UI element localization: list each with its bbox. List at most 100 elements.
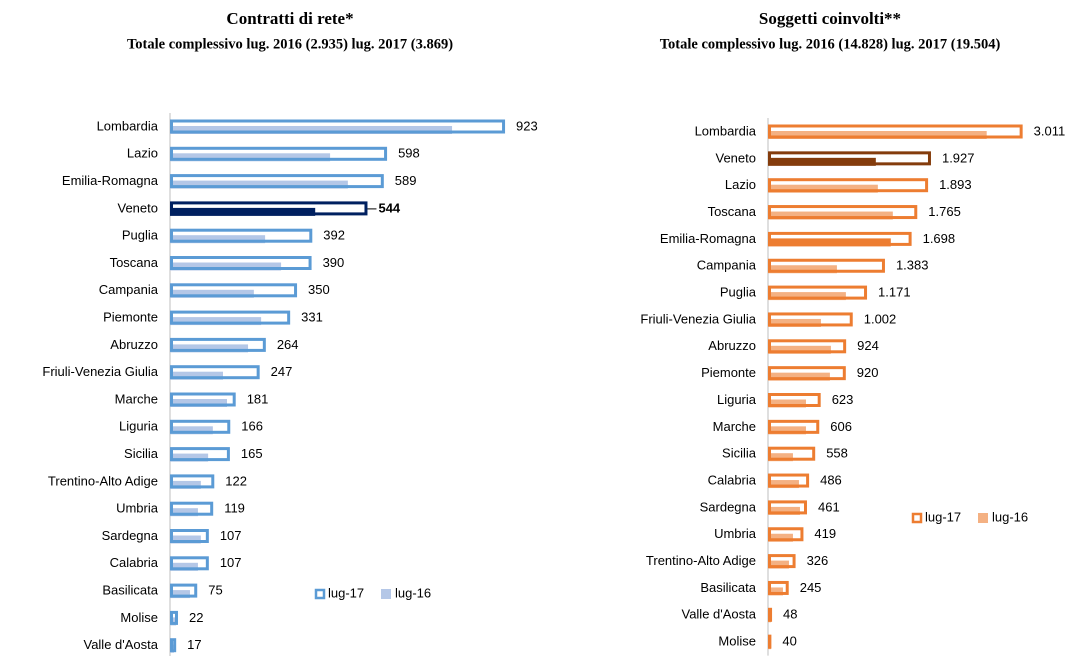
category-label: Veneto [716, 150, 757, 165]
bar-lug-17 [768, 607, 773, 622]
bar-lug-17 [768, 500, 807, 515]
bar-lug-16 [170, 426, 213, 435]
legend-swatch [314, 588, 326, 600]
bar-lug-16 [170, 344, 249, 353]
bar-lug-16 [768, 292, 846, 301]
category-label: Sicilia [124, 446, 159, 461]
bar-lug-17 [170, 501, 214, 516]
bar-lug-16 [768, 560, 789, 569]
value-label: 923 [516, 118, 538, 133]
category-label: Puglia [720, 285, 757, 300]
value-label: 245 [800, 580, 822, 595]
bar-lug-16 [170, 617, 177, 626]
value-label: 606 [830, 419, 852, 434]
legend-label: lug-17 [328, 585, 364, 600]
legend-swatch [911, 512, 923, 524]
category-label: Trentino-Alto Adige [48, 473, 158, 488]
category-label: Veneto [118, 200, 159, 215]
value-label: 558 [826, 446, 848, 461]
value-label: 247 [271, 364, 293, 379]
bar-lug-17 [170, 638, 177, 653]
category-label: Liguria [717, 392, 757, 407]
category-label: Calabria [110, 555, 159, 570]
bar-lug-17 [768, 258, 885, 273]
category-label: Lombardia [97, 118, 159, 133]
bar-lug-16 [768, 587, 783, 596]
value-label: 461 [818, 499, 840, 514]
bar-lug-17 [170, 228, 313, 243]
bar-lug-17 [170, 119, 506, 134]
bar-lug-17 [768, 419, 820, 434]
bar-lug-16 [170, 399, 227, 407]
value-label: 1.927 [942, 150, 975, 165]
category-label: Friuli-Venezia Giulia [640, 311, 756, 326]
bar-lug-16 [170, 371, 223, 380]
bar-lug-17 [768, 285, 868, 300]
bar-lug-16 [170, 153, 331, 162]
category-label: Abruzzo [708, 338, 756, 353]
bar-lug-17 [768, 446, 816, 461]
value-label: 326 [807, 553, 829, 568]
value-label: 392 [323, 228, 345, 243]
bar-lug-16 [170, 562, 198, 571]
value-label: 1.698 [923, 231, 956, 246]
bar-lug-17 [768, 124, 1023, 139]
bar-lug-16 [170, 508, 198, 517]
category-label: Basilicata [102, 583, 158, 598]
category-label: Piemonte [701, 365, 756, 380]
category-label: Sardegna [102, 528, 159, 543]
bar-lug-16 [170, 262, 282, 271]
bar-lug-17 [170, 310, 291, 325]
bar-lug-17 [768, 554, 796, 569]
bar-lug-16 [768, 265, 837, 274]
bar-lug-16 [768, 480, 799, 489]
value-label: 419 [814, 526, 836, 541]
bar-lug-17 [170, 337, 266, 352]
category-label: Marche [115, 391, 158, 406]
bar-lug-16 [170, 480, 201, 489]
category-label: Sicilia [722, 446, 757, 461]
legend-swatch [978, 513, 988, 523]
bar-lug-16 [768, 399, 806, 408]
value-label: 17 [187, 637, 201, 652]
bar-lug-17 [170, 474, 215, 489]
value-label: 264 [277, 337, 299, 352]
category-label: Piemonte [103, 310, 158, 325]
bar-lug-17 [768, 231, 912, 246]
bar-lug-16 [170, 126, 453, 134]
value-label: 350 [308, 282, 330, 297]
bar-lug-16 [768, 211, 893, 220]
bar-lug-16 [170, 207, 316, 216]
legend-label: lug-16 [992, 509, 1028, 524]
category-label: Lazio [725, 177, 756, 192]
category-label: Campania [99, 282, 159, 297]
value-label: 920 [857, 365, 879, 380]
bar-lug-17 [170, 610, 178, 625]
category-label: Emilia-Romagna [62, 173, 159, 188]
value-label: 181 [247, 391, 269, 406]
bar-lug-17 [170, 146, 388, 161]
value-label: 924 [857, 338, 879, 353]
bar-lug-16 [768, 157, 876, 166]
legend-swatch [381, 589, 391, 599]
chart-subtitle: Totale complessivo lug. 2016 (14.828) lu… [660, 36, 1001, 52]
category-label: Umbria [116, 501, 159, 516]
bar-lug-16 [170, 453, 209, 462]
value-label: 486 [820, 472, 842, 487]
category-label: Molise [120, 610, 158, 625]
bar-lug-16 [170, 289, 254, 298]
bar-lug-17 [768, 339, 847, 354]
legend-label: lug-16 [395, 585, 431, 600]
bar-lug-16 [170, 535, 201, 544]
category-label: Marche [713, 419, 756, 434]
category-label: Sardegna [700, 499, 757, 514]
chart-title: Soggetti coinvolti** [759, 9, 901, 28]
value-label: 1.383 [896, 258, 929, 273]
value-label: 331 [301, 310, 323, 325]
bar-lug-17 [170, 201, 368, 216]
bar-lug-16 [170, 235, 266, 244]
value-label: 598 [398, 146, 420, 161]
value-label: 40 [782, 634, 796, 649]
value-label: 107 [220, 528, 242, 543]
category-label: Basilicata [700, 580, 756, 595]
